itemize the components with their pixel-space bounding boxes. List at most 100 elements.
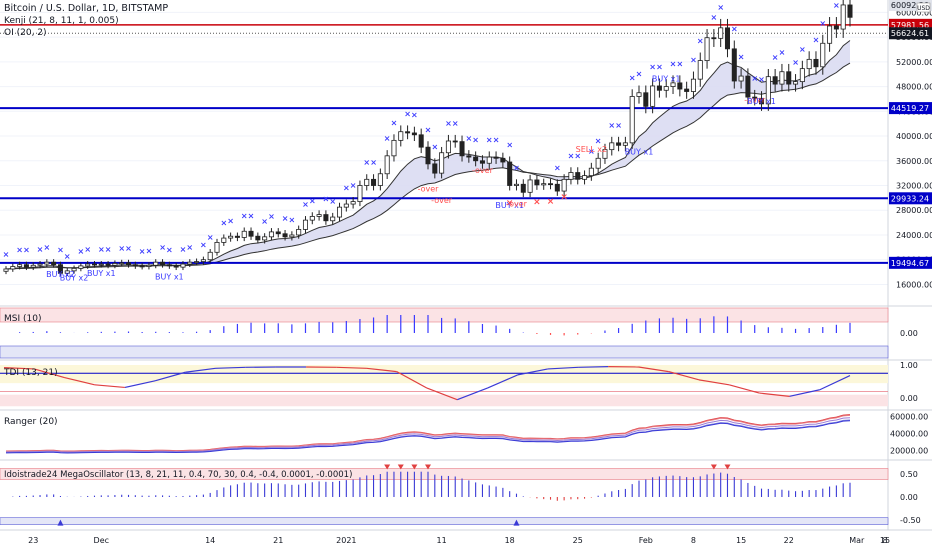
- kenji-signal-marker: ×: [105, 245, 112, 254]
- candle-body: [718, 27, 724, 39]
- tdi-tick-label: 0.00: [900, 394, 918, 403]
- candle-body: [323, 214, 329, 222]
- time-tick-label: 15: [736, 536, 746, 545]
- kenji-signal-marker: ×: [486, 135, 493, 144]
- megaosc-tick-label: 0.50: [900, 470, 918, 479]
- kenji-signal-marker: ×: [513, 163, 520, 172]
- candle-body: [194, 261, 200, 263]
- kenji-signal-marker: ×: [125, 244, 132, 253]
- candle-body: [799, 68, 805, 83]
- candle-body: [180, 263, 186, 268]
- time-tick-label: 8: [691, 536, 696, 545]
- kenji-signal-marker: ×: [819, 19, 826, 28]
- price-tick-label: 32000.00: [896, 182, 932, 191]
- time-tick-label: Mar: [849, 536, 865, 545]
- candle-body: [411, 132, 417, 136]
- price-level-tag-label: 57981.56: [891, 21, 929, 30]
- kenji-signal-marker: ×: [493, 135, 500, 144]
- candle-body: [575, 172, 581, 180]
- msi-tick-label: 0.00: [900, 329, 918, 338]
- price-tick-label: 40000.00: [896, 132, 932, 141]
- candle-body: [595, 157, 601, 169]
- kenji-signal-marker: ×: [268, 212, 275, 221]
- kenji-signal-marker: ×: [180, 245, 187, 254]
- candle-body: [289, 234, 295, 238]
- tdi-line-segment: [547, 366, 579, 370]
- kenji-indicator-label: Kenji (21, 8, 11, 1, 0.005): [4, 16, 119, 26]
- kenji-signal-marker: ×: [615, 121, 622, 130]
- kenji-signal-marker: ×: [78, 247, 85, 256]
- candle-body: [187, 261, 193, 265]
- kenji-signal-marker: ×: [799, 45, 806, 54]
- candle-body: [840, 4, 846, 30]
- candle-body: [690, 78, 696, 92]
- candle-body: [500, 157, 506, 163]
- sell-signal-marker: ×: [560, 193, 568, 203]
- candle-body: [656, 85, 662, 91]
- candle-body: [248, 230, 254, 237]
- ranger-tick-label: 20000.00: [890, 447, 928, 456]
- candle-body: [71, 267, 77, 272]
- kenji-signal-marker: ×: [751, 74, 758, 83]
- candle-body: [513, 183, 519, 186]
- kenji-signal-marker: ×: [472, 135, 479, 144]
- current-price-label: 60092.20: [891, 1, 929, 10]
- price-level-tag-label: 44519.27: [891, 104, 929, 113]
- candle-body: [548, 183, 554, 186]
- candle-body: [759, 97, 765, 105]
- candle-body: [473, 156, 479, 162]
- candle-body: [636, 92, 642, 97]
- candle-body: [779, 71, 785, 85]
- candle-body: [493, 156, 499, 159]
- candle-body: [228, 235, 234, 239]
- kenji-signal-marker: ×: [350, 181, 357, 190]
- kenji-signal-marker: ×: [64, 252, 71, 261]
- tdi-line-segment: [426, 387, 458, 401]
- candle-body: [752, 96, 758, 99]
- candle-body: [173, 265, 179, 268]
- kenji-signal-marker: ×: [465, 134, 472, 143]
- tdi-tick-label: 1.00: [900, 361, 918, 370]
- kenji-signal-marker: ×: [445, 119, 452, 128]
- ranger-panel-title: Ranger (20): [4, 417, 58, 427]
- candle-body: [459, 141, 465, 157]
- time-tick-label: 14: [205, 536, 215, 545]
- candle-body: [541, 183, 547, 186]
- candle-body: [425, 146, 431, 165]
- candle-body: [507, 161, 513, 186]
- tdi-line-segment: [94, 384, 125, 389]
- kenji-signal-marker: ×: [711, 13, 718, 22]
- kenji-signal-marker: ×: [302, 200, 309, 209]
- price-tick-label: 60000.00: [896, 8, 932, 17]
- kenji-signal-marker: ×: [758, 75, 765, 84]
- price-level-tag-label: 56624.61: [891, 29, 929, 38]
- tdi-line-segment: [819, 375, 851, 391]
- kenji-signal-marker: ×: [37, 245, 44, 254]
- kenji-signal-marker: ×: [261, 217, 268, 226]
- candle-body: [847, 4, 853, 18]
- kenji-signal-marker: ×: [731, 24, 738, 33]
- kenji-signal-marker: ×: [411, 111, 418, 120]
- candle-body: [445, 140, 451, 154]
- candle-body: [166, 264, 172, 267]
- candle-body: [731, 48, 737, 82]
- kenji-signal-marker: ×: [248, 211, 255, 220]
- candle-body: [371, 178, 377, 186]
- candle-body: [282, 233, 288, 238]
- candle-body: [207, 251, 213, 261]
- candle-body: [520, 183, 526, 193]
- tdi-line-segment: [336, 366, 367, 369]
- tdi-line-segment: [668, 371, 700, 381]
- candle-body: [112, 263, 118, 266]
- candle-body: [697, 60, 703, 80]
- candle-body: [91, 263, 97, 266]
- kenji-signal-marker: ×: [506, 140, 513, 149]
- kenji-signal-marker: ×: [690, 56, 697, 65]
- tdi-line-segment: [698, 379, 730, 386]
- candle-body: [255, 235, 261, 241]
- candle-body: [479, 160, 485, 164]
- candle-body: [486, 156, 492, 164]
- candle-body: [241, 230, 247, 238]
